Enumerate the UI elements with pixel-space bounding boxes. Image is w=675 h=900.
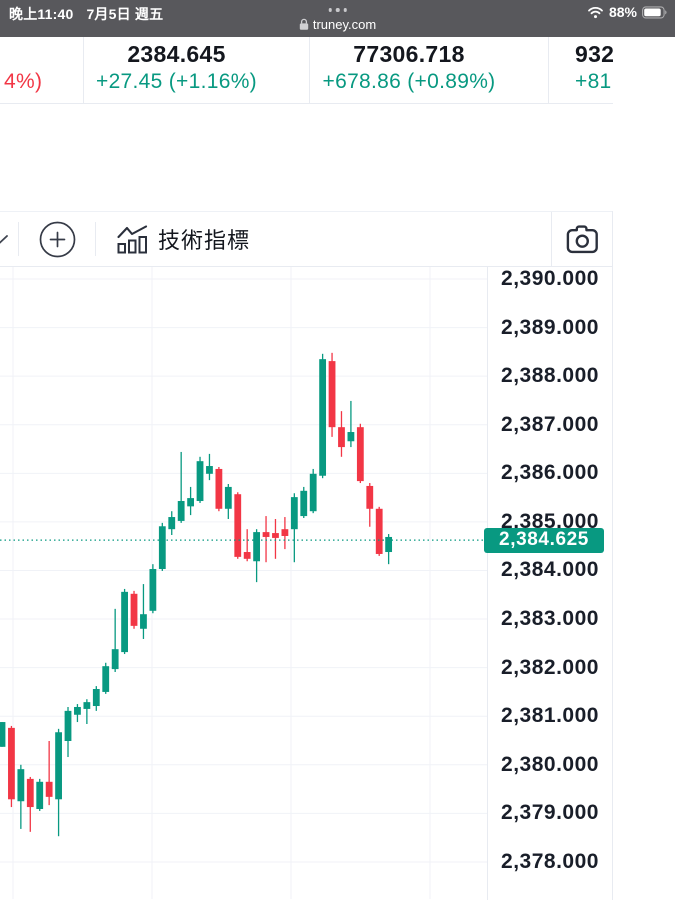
candle-body (121, 591, 128, 653)
candle-body (262, 532, 270, 537)
candle-body (328, 361, 336, 428)
status-indicators: 88% (587, 4, 668, 20)
candle-body (102, 666, 110, 692)
candle-body (375, 508, 383, 554)
candle-body (45, 781, 53, 797)
chart-toolbar: 技術指標 (0, 211, 612, 267)
ticker-cell-clipped[interactable]: 932 +81. (549, 37, 613, 103)
candle-body (347, 432, 355, 442)
candle-body (206, 466, 213, 474)
y-axis-label: 2,386.000 (501, 461, 599, 485)
candle-body (168, 517, 176, 530)
indicator-chart-icon (117, 224, 148, 253)
y-axis-label: 2,379.000 (501, 801, 599, 825)
candle-body (92, 689, 100, 707)
candle-body (215, 468, 223, 509)
candle-body (36, 781, 44, 810)
battery-percent: 88% (608, 4, 637, 20)
date-label: 7月5日 週五 (86, 6, 164, 22)
toolbar-divider (551, 211, 552, 267)
window-drag-dots[interactable] (328, 8, 347, 12)
chart-area: 2,390.000 2,389.000 2,388.000 2,387.000 2,38… (0, 267, 612, 900)
status-bar: 晚上11:40 7月5日 週五 truney.com 88% (0, 0, 675, 37)
chevron-down-icon[interactable] (0, 234, 8, 245)
y-axis-label: 2,385.000 (501, 509, 599, 533)
candle-body (309, 473, 317, 512)
current-price-label: 2,384.625 (499, 529, 589, 551)
screenshot-button[interactable] (552, 212, 612, 267)
candle-body (300, 490, 308, 517)
ticker-value (4, 42, 83, 66)
candle-body (149, 569, 157, 611)
url-label: truney.com (312, 17, 377, 32)
candle-body (83, 702, 91, 709)
camera-icon (566, 224, 598, 253)
candle-body (272, 533, 279, 538)
ticker-cell-gold[interactable]: 2384.645 +27.45 (+1.16%) (84, 37, 310, 103)
candle-body (140, 614, 147, 629)
lock-icon (299, 18, 309, 30)
chart-card: 技術指標 2,390.000 2,389.000 2,388.000 2,387.00… (0, 211, 613, 900)
candle-body (111, 649, 119, 670)
y-axis-label: 2,388.000 (501, 364, 599, 388)
y-axis-label: 2,380.000 (501, 752, 599, 776)
candle-body (26, 778, 34, 808)
current-price-badge: 2,384.625 (484, 527, 604, 553)
ticker-change: +27.45 (+1.16%) (96, 70, 257, 93)
clock-area: 晚上11:40 7月5日 週五 (9, 4, 163, 24)
candle-body (8, 727, 15, 800)
time-label: 晚上11:40 (9, 6, 74, 22)
indicators-label: 技術指標 (158, 228, 251, 253)
candle-body (356, 427, 364, 482)
candle-body (177, 501, 185, 521)
ticker-change: 4%) (4, 70, 43, 93)
ticker-change: +678.86 (+0.89%) (322, 70, 496, 93)
y-axis-label: 2,389.000 (501, 315, 599, 339)
ticker-bar: 4%) 2384.645 +27.45 (+1.16%) 77306.718 +… (0, 37, 613, 104)
candle-body (338, 427, 345, 448)
candle-body (187, 498, 194, 507)
y-axis-label: 2,381.000 (501, 704, 599, 728)
candle-body (158, 526, 166, 570)
candle-body (196, 461, 204, 502)
url-bar[interactable]: truney.com (0, 17, 675, 32)
y-axis-label: 2,378.000 (501, 849, 599, 873)
y-axis-label: 2,387.000 (501, 412, 599, 436)
candle-body (253, 532, 261, 562)
candle-body (74, 706, 81, 715)
candle-body (366, 485, 374, 509)
candle-body (290, 497, 298, 530)
candlestick-plot[interactable] (0, 267, 487, 899)
candle-body (0, 722, 6, 747)
ticker-value: 2384.645 (127, 41, 226, 67)
ticker-value: 932 (575, 41, 613, 67)
y-axis-pane[interactable]: 2,390.000 2,389.000 2,388.000 2,387.000 2,38… (487, 267, 612, 900)
candle-body (281, 529, 289, 536)
candle-body (234, 494, 242, 557)
plus-circle-icon (39, 221, 76, 257)
candle-body (64, 710, 72, 741)
y-axis-label: 2,384.000 (501, 558, 599, 582)
ticker-cell-partial[interactable]: 4%) (0, 37, 84, 103)
indicators-button[interactable]: 技術指標 (117, 223, 250, 255)
ticker-cell-index[interactable]: 77306.718 +678.86 (+0.89%) (310, 37, 549, 103)
battery-icon (642, 5, 667, 18)
candle-body (319, 359, 327, 476)
ticker-value: 77306.718 (353, 41, 465, 67)
candle-body (17, 769, 25, 802)
candle-body (385, 536, 393, 553)
toolbar-divider (18, 222, 19, 256)
candle-body (243, 552, 251, 559)
toolbar-divider (95, 222, 96, 256)
candle-body (130, 593, 138, 626)
y-axis-label: 2,383.000 (501, 607, 599, 631)
y-axis-label: 2,382.000 (501, 655, 599, 679)
wifi-icon (588, 6, 603, 18)
candle-body (224, 486, 232, 509)
y-axis-label: 2,390.000 (501, 267, 599, 290)
candle-body (55, 732, 62, 800)
add-button[interactable] (39, 221, 76, 258)
ticker-change: +81. (575, 70, 613, 93)
